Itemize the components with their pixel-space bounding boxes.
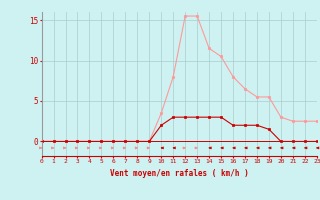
X-axis label: Vent moyen/en rafales ( km/h ): Vent moyen/en rafales ( km/h ) bbox=[110, 169, 249, 178]
